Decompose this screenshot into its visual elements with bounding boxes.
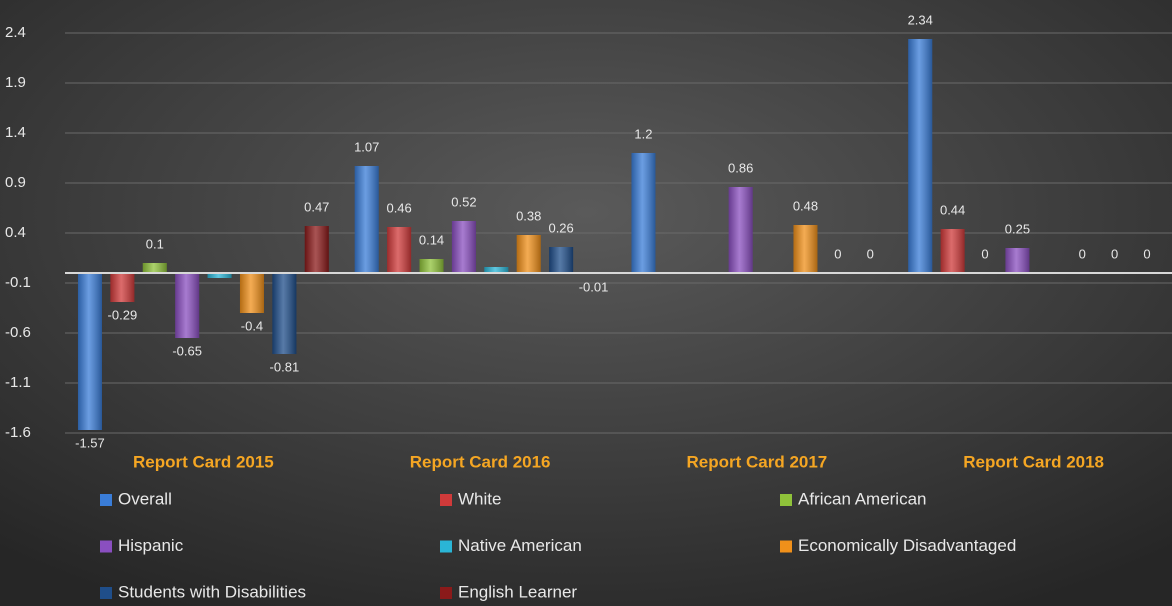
data-label: 0.52 [451, 194, 476, 209]
bar-shine [419, 259, 444, 273]
y-tick-label: 1.9 [5, 74, 26, 91]
data-label: 2.34 [908, 12, 933, 27]
bar-shine [793, 225, 818, 273]
data-label: -0.81 [270, 359, 300, 374]
data-label: 0.86 [728, 160, 753, 175]
y-tick-label: 0.4 [5, 224, 26, 241]
data-label: 0 [867, 246, 874, 261]
data-label: 0 [834, 246, 841, 261]
legend-swatch [440, 494, 452, 506]
bar-shine [908, 39, 933, 273]
y-tick-label: 1.4 [5, 124, 26, 141]
bar-shine [110, 273, 135, 302]
data-label: 0.44 [940, 202, 965, 217]
legend-label: White [458, 489, 501, 508]
data-label: -0.65 [172, 343, 202, 358]
y-tick-label: -1.6 [5, 424, 31, 441]
data-label: 0.48 [793, 198, 818, 213]
legend-label: Native American [458, 536, 582, 555]
legend-swatch [780, 540, 792, 553]
legend-swatch [100, 540, 112, 553]
data-label: 0.26 [548, 220, 573, 235]
bar-shine [451, 221, 476, 273]
bar-shine [77, 273, 102, 430]
bar-shine [272, 273, 297, 354]
bar-shine [631, 153, 656, 273]
bar-shine [207, 273, 232, 278]
data-label: -0.4 [241, 318, 263, 333]
data-label: 0.46 [386, 200, 411, 215]
legend-swatch [440, 587, 452, 599]
legend-label: Overall [118, 489, 172, 508]
data-label: 0.47 [304, 199, 329, 214]
legend-swatch [100, 494, 112, 506]
bar-shine [1005, 248, 1030, 273]
bar-shine [728, 187, 753, 273]
legend-label: English Learner [458, 582, 577, 601]
x-tick-label: Report Card 2015 [133, 452, 274, 471]
data-label: 1.07 [354, 139, 379, 154]
bar-shine [940, 229, 965, 273]
x-tick-label: Report Card 2016 [410, 452, 551, 471]
legend-swatch [100, 587, 112, 599]
bar-shine [387, 227, 412, 273]
legend-label: Hispanic [118, 536, 184, 555]
data-label: 0 [981, 246, 988, 261]
data-label: 0.1 [146, 236, 164, 251]
data-label: 0 [1079, 246, 1086, 261]
bar-shine [549, 247, 574, 273]
data-label: 0.14 [419, 232, 444, 247]
y-tick-label: -0.6 [5, 324, 31, 341]
y-tick-label: -0.1 [5, 274, 31, 291]
legend-swatch [440, 540, 452, 553]
data-label: 0.38 [516, 208, 541, 223]
bar-shine [516, 235, 541, 273]
data-label: 0 [1143, 246, 1150, 261]
bar-shine [175, 273, 200, 338]
bar-shine [354, 166, 379, 273]
data-label: -0.01 [579, 279, 609, 294]
bar-shine [142, 263, 167, 273]
x-tick-label: Report Card 2017 [686, 452, 827, 471]
x-tick-label: Report Card 2018 [963, 452, 1104, 471]
legend-label: African American [798, 489, 927, 508]
data-label: -1.57 [75, 435, 105, 450]
y-tick-label: 0.9 [5, 174, 26, 191]
legend-label: Economically Disadvantaged [798, 536, 1016, 555]
legend-swatch [780, 494, 792, 506]
data-label: 0.25 [1005, 221, 1030, 236]
data-label: -0.29 [108, 307, 138, 322]
y-tick-label: 2.4 [5, 24, 26, 41]
data-label: 1.2 [634, 126, 652, 141]
y-tick-label: -1.1 [5, 374, 31, 391]
bar-shine [304, 226, 329, 273]
bar-shine [239, 273, 264, 313]
data-label: 0 [1111, 246, 1118, 261]
legend-label: Students with Disabilities [118, 582, 306, 601]
bar-shine [484, 267, 509, 273]
